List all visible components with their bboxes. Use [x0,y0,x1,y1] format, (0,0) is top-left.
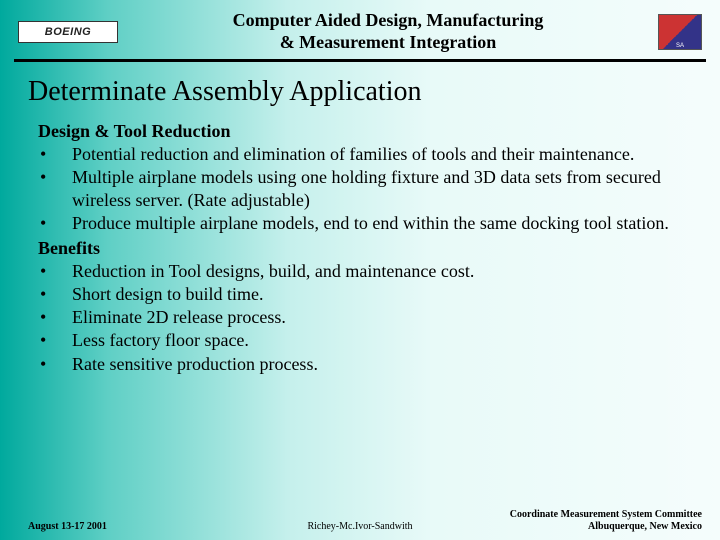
bullet-text: Produce multiple airplane models, end to… [72,212,686,235]
bullet-row: • Reduction in Tool designs, build, and … [38,260,686,283]
header-title-line1: Computer Aided Design, Manufacturing [233,10,544,30]
bullet-row: • Rate sensitive production process. [38,353,686,376]
footer-org-line1: Coordinate Measurement System Committee [510,509,702,520]
bullet-text: Multiple airplane models using one holdi… [72,166,686,212]
bullet-icon: • [38,353,72,376]
bullet-row: • Less factory floor space. [38,329,686,352]
bullet-row: • Eliminate 2D release process. [38,306,686,329]
bullet-icon: • [38,329,72,352]
bullet-text: Potential reduction and elimination of f… [72,143,686,166]
bullet-icon: • [38,306,72,329]
sa-logo: SA [658,14,702,50]
footer-authors: Richey-Mc.Ivor-Sandwith [307,521,412,532]
bullet-text: Rate sensitive production process. [72,353,686,376]
bullet-row: • Multiple airplane models using one hol… [38,166,686,212]
footer-date: August 13-17 2001 [28,521,107,532]
bullet-text: Short design to build time. [72,283,686,306]
boeing-logo: BOEING [18,21,118,43]
footer-org-line2: Albuquerque, New Mexico [588,521,702,532]
header-title-line2: & Measurement Integration [280,32,497,52]
header-divider [14,59,706,62]
bullet-text: Less factory floor space. [72,329,686,352]
section2-heading: Benefits [38,237,686,260]
bullet-icon: • [38,260,72,283]
bullet-row: • Short design to build time. [38,283,686,306]
footer: August 13-17 2001 Richey-Mc.Ivor-Sandwit… [0,509,720,532]
bullet-row: • Potential reduction and elimination of… [38,143,686,166]
bullet-text: Reduction in Tool designs, build, and ma… [72,260,686,283]
content-area: Design & Tool Reduction • Potential redu… [0,120,720,375]
bullet-icon: • [38,166,72,212]
bullet-icon: • [38,212,72,235]
header: BOEING Computer Aided Design, Manufactur… [0,0,720,59]
bullet-row: • Produce multiple airplane models, end … [38,212,686,235]
header-title: Computer Aided Design, Manufacturing & M… [118,10,658,53]
slide-title: Determinate Assembly Application [0,72,720,118]
footer-org: Coordinate Measurement System Committee … [510,509,702,532]
bullet-text: Eliminate 2D release process. [72,306,686,329]
section1-heading: Design & Tool Reduction [38,120,686,143]
bullet-icon: • [38,283,72,306]
bullet-icon: • [38,143,72,166]
